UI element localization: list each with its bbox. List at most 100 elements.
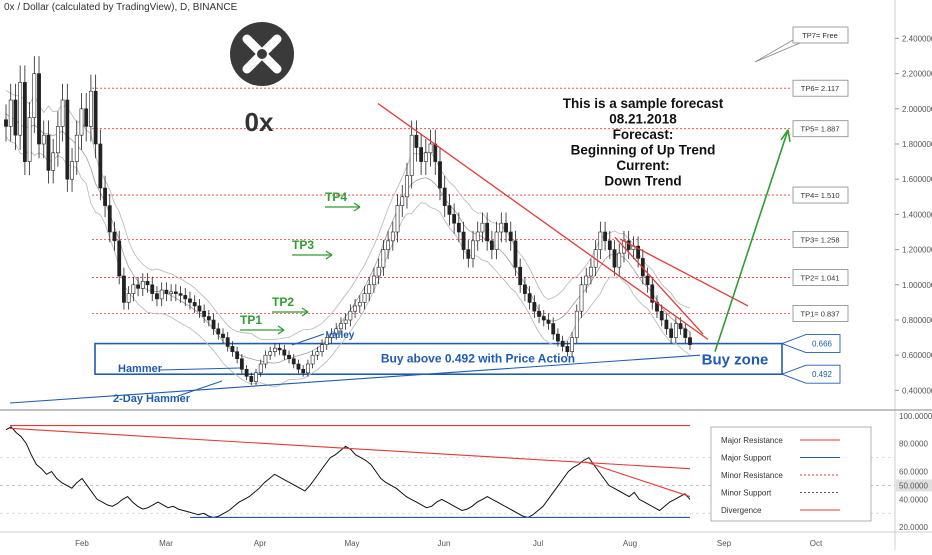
candle-body — [471, 240, 475, 259]
forecast-line: 08.21.2018 — [609, 112, 677, 127]
candle-body — [579, 284, 584, 312]
bollinger-lower-band — [5, 136, 691, 388]
chart-header-title: 0x / Dollar (calculated by TradingView),… — [4, 2, 238, 13]
major-resistance-line — [377, 102, 709, 340]
two-day-hammer-arrow-line — [177, 380, 223, 397]
candle-body — [456, 222, 461, 233]
candle-body — [169, 291, 174, 294]
candle-body — [131, 284, 136, 294]
major-resistance-line-2 — [619, 238, 749, 307]
candle-body — [395, 205, 400, 233]
time-axis-tick-label: Aug — [623, 539, 637, 548]
candle-body — [452, 214, 457, 224]
candle-body — [442, 187, 447, 206]
legend-box — [710, 426, 872, 522]
time-axis-tick-label: Apr — [254, 539, 267, 548]
target-box — [792, 26, 849, 44]
candle-body — [645, 275, 650, 286]
target-box — [792, 230, 849, 248]
candle-body — [489, 240, 494, 250]
candle-body — [650, 284, 655, 303]
candle-body — [508, 231, 513, 242]
osc-highlight-box — [896, 479, 932, 492]
candle-body — [65, 99, 70, 180]
candle-body — [390, 231, 395, 242]
target-box — [792, 79, 849, 97]
candle-body — [188, 298, 192, 303]
candle-body — [98, 143, 103, 189]
candle-body — [494, 231, 499, 250]
buy-above-label: Buy above 0.492 with Price Action — [381, 352, 575, 366]
candle-body — [688, 337, 692, 345]
candle-body — [301, 368, 306, 374]
candle-body — [287, 354, 291, 360]
price-axis-tick-label: 1.400000 — [902, 210, 932, 219]
candle-body — [107, 205, 112, 233]
legend-entry-label: Minor Resistance — [721, 471, 783, 480]
candle-body — [414, 134, 419, 148]
target-box-label: TP5= 1.887 — [801, 125, 840, 134]
time-axis-tick-label: Sep — [717, 539, 732, 548]
buy-zone-rect — [94, 342, 783, 376]
candle-body — [254, 372, 258, 382]
candle-body — [664, 319, 669, 330]
logo-center-dot — [257, 49, 267, 59]
tp7-callout-pointer — [754, 39, 801, 63]
time-axis-tick-label: Feb — [75, 539, 89, 548]
candle-body — [55, 126, 60, 154]
candle-body — [32, 73, 37, 118]
candle-body — [357, 302, 362, 307]
candle-body — [551, 323, 556, 335]
osc-trend-resistance-line — [9, 427, 691, 470]
hammer-label: Hammer — [118, 363, 163, 375]
candle-body — [475, 231, 480, 242]
candle-body — [225, 337, 230, 347]
osc-axis-tick-label: 80.0000 — [899, 440, 928, 449]
osc-axis-tick-label: 20.0000 — [899, 523, 928, 532]
candle-body — [145, 280, 150, 286]
candle-body — [522, 284, 527, 294]
candle-body — [70, 161, 74, 180]
candle-body — [419, 147, 424, 162]
candle-body — [513, 240, 518, 268]
candle-body — [4, 119, 8, 127]
forecast-line: Beginning of Up Trend — [571, 143, 716, 158]
bollinger-upper-band — [5, 90, 691, 341]
candle-body — [164, 289, 169, 294]
candle-body — [423, 152, 428, 162]
candle-body — [560, 340, 565, 347]
zone-value-box — [780, 334, 841, 354]
candle-body — [376, 266, 381, 277]
two-day-hammer-label: 2-Day Hammer — [113, 393, 191, 405]
candle-body — [329, 333, 334, 338]
candle-body — [155, 293, 159, 300]
tp1-label: TP1 — [240, 313, 262, 327]
candle-body — [617, 252, 622, 268]
candle-body — [409, 134, 414, 176]
candle-body — [480, 222, 485, 233]
legend-entry-label: Divergence — [721, 506, 762, 515]
major-support-line — [9, 354, 701, 404]
candle-body — [603, 231, 607, 242]
candle-body — [140, 280, 145, 289]
target-box — [792, 305, 849, 322]
tp3-label: TP3 — [292, 238, 314, 252]
candle-body — [683, 328, 688, 338]
target-box — [792, 186, 849, 204]
legend-entry-label: Minor Support — [721, 489, 772, 498]
zone-value-label-lower: 0.492 — [812, 370, 833, 379]
osc-axis-tick-label: 50.0000 — [899, 481, 928, 490]
candle-body — [89, 90, 93, 127]
candle-body — [367, 284, 372, 294]
forecast-line: Forecast: — [613, 127, 674, 142]
legend-entry-label: Major Resistance — [721, 436, 783, 445]
tp2-arrow-head — [301, 307, 309, 317]
candle-body — [673, 323, 678, 338]
time-axis-tick-label: May — [344, 539, 359, 548]
candle-body — [607, 240, 612, 250]
target-box-label: TP7= Free — [802, 31, 838, 40]
